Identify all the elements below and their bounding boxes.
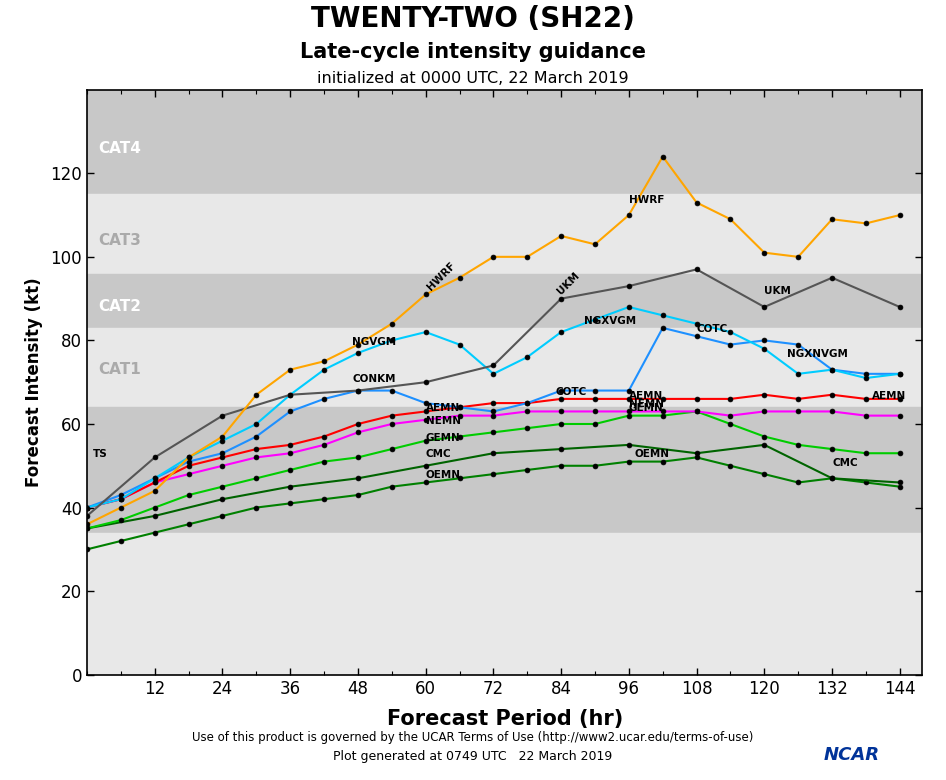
Text: UKM: UKM (764, 286, 791, 296)
Bar (87, 328, 922, 407)
Text: CMC: CMC (426, 449, 451, 459)
Text: TWENTY-TWO (SH22): TWENTY-TWO (SH22) (311, 5, 635, 34)
Text: HWRF: HWRF (629, 194, 664, 204)
Text: GEMN: GEMN (426, 433, 461, 443)
Text: CMC: CMC (832, 458, 858, 468)
Text: COTC: COTC (555, 387, 587, 397)
Text: CAT4: CAT4 (98, 140, 141, 156)
Text: OEMN: OEMN (426, 470, 461, 480)
Text: CONKM: CONKM (352, 374, 395, 385)
Text: TS: TS (93, 449, 108, 459)
Text: NEMN: NEMN (426, 416, 461, 426)
Text: Plot generated at 0749 UTC   22 March 2019: Plot generated at 0749 UTC 22 March 2019 (333, 750, 613, 763)
Text: Late-cycle intensity guidance: Late-cycle intensity guidance (300, 41, 646, 62)
Text: initialized at 0000 UTC, 22 March 2019: initialized at 0000 UTC, 22 March 2019 (317, 72, 629, 87)
Text: GEMN: GEMN (629, 403, 663, 413)
Text: HWRF: HWRF (426, 261, 458, 292)
Text: UKM: UKM (555, 271, 582, 296)
Text: AEMN: AEMN (426, 403, 460, 413)
Text: NGVGM: NGVGM (352, 337, 396, 346)
Bar (87, 274, 922, 328)
Text: NCAR: NCAR (824, 746, 880, 764)
Text: CAT2: CAT2 (98, 300, 141, 314)
Text: Use of this product is governed by the UCAR Terms of Use (http://www2.ucar.edu/t: Use of this product is governed by the U… (192, 731, 754, 744)
Text: OEMN: OEMN (635, 449, 670, 459)
Text: COTC: COTC (696, 324, 727, 334)
Text: NGXVGM: NGXVGM (584, 316, 636, 326)
Text: NEMN: NEMN (629, 399, 664, 410)
Text: NGXNVGM: NGXNVGM (787, 349, 848, 359)
Bar (87, 407, 922, 533)
Bar (87, 194, 922, 274)
Text: CAT1: CAT1 (98, 362, 141, 378)
Text: CAT3: CAT3 (98, 232, 141, 247)
Bar (87, 90, 922, 194)
Text: AEMN: AEMN (871, 391, 906, 401)
Y-axis label: Forecast Intensity (kt): Forecast Intensity (kt) (26, 278, 44, 487)
X-axis label: Forecast Period (hr): Forecast Period (hr) (387, 709, 622, 729)
Text: AEMN: AEMN (629, 391, 663, 401)
Bar (87, 533, 922, 675)
